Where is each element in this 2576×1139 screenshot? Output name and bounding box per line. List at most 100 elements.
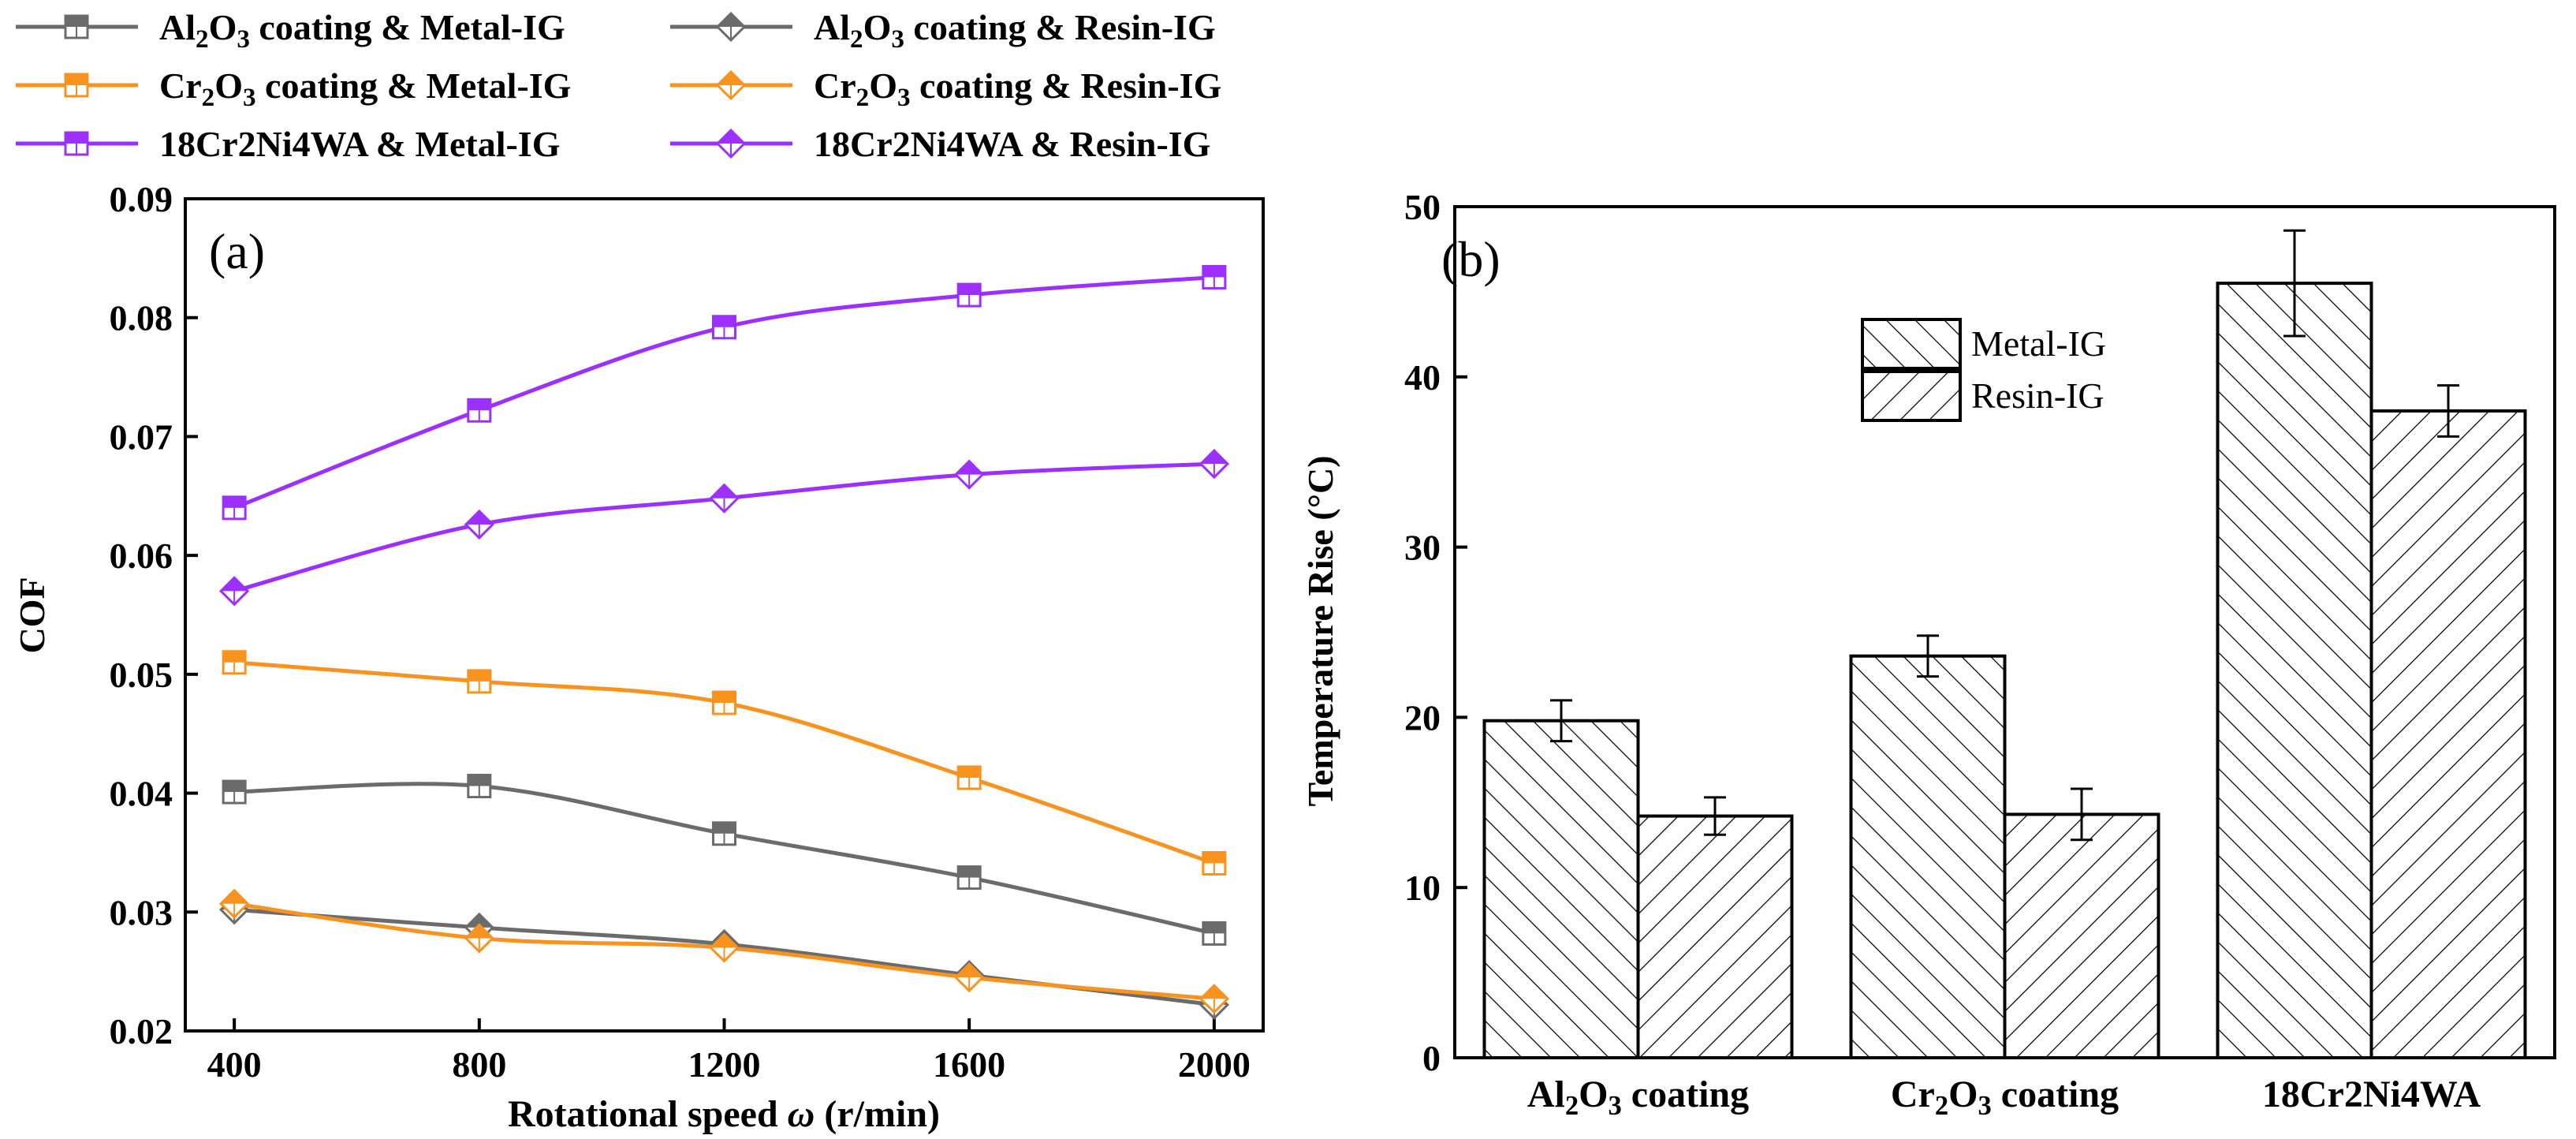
legend-swatch bbox=[1861, 370, 1962, 422]
y-tick-label: 0.09 bbox=[110, 179, 173, 219]
legend-entry: 18Cr2Ni4WA & Metal-IG bbox=[16, 124, 560, 164]
bar bbox=[1636, 814, 1794, 1059]
legend-entry: Metal-IG bbox=[1861, 318, 2106, 370]
legend-marker bbox=[64, 73, 89, 98]
bar-chart-panel-label: (b) bbox=[1441, 231, 1500, 287]
data-point-marker bbox=[1199, 448, 1229, 480]
x-axis-label-suffix: (r/min) bbox=[815, 1093, 940, 1135]
bar bbox=[2369, 409, 2527, 1059]
cof-line-chart: Al2O3 coating & Metal-IG Al2O3 coating & … bbox=[12, 7, 1265, 1135]
data-point-marker bbox=[1202, 264, 1227, 289]
x-tick-label: 1200 bbox=[688, 1044, 761, 1085]
data-point-marker bbox=[222, 495, 247, 521]
line-chart-y-axis-label: COF bbox=[12, 577, 52, 653]
series-line bbox=[233, 461, 1214, 593]
y-tick-label: 0.06 bbox=[110, 536, 173, 576]
line-chart-series bbox=[219, 264, 1229, 1020]
y-tick-label: 20 bbox=[1404, 697, 1441, 738]
line-chart-panel-label: (a) bbox=[209, 223, 265, 279]
legend-entry: Resin-IG bbox=[1861, 370, 2104, 422]
bar-chart-y-axis-label: Temperature Rise (°C) bbox=[1300, 455, 1340, 806]
y-tick-label: 0.05 bbox=[110, 655, 173, 695]
bar bbox=[2003, 812, 2160, 1059]
x-tick-label: 800 bbox=[452, 1044, 506, 1085]
y-tick-label: 0.03 bbox=[110, 892, 173, 932]
legend-marker bbox=[64, 14, 89, 39]
data-point-marker bbox=[467, 669, 492, 694]
y-tick-label: 50 bbox=[1404, 187, 1441, 227]
data-point-marker bbox=[467, 398, 492, 423]
data-point-marker bbox=[464, 923, 494, 954]
legend-label: 18Cr2Ni4WA & Metal-IG bbox=[159, 124, 560, 164]
data-point-marker bbox=[219, 888, 250, 919]
y-tick-label: 40 bbox=[1404, 357, 1441, 398]
legend-entry: Cr2O3 coating & Metal-IG bbox=[16, 65, 571, 112]
error-bar bbox=[2071, 787, 2093, 842]
line-chart-legend: Al2O3 coating & Metal-IG Al2O3 coating & … bbox=[16, 7, 1221, 164]
bar bbox=[2216, 282, 2373, 1059]
error-bar bbox=[2283, 229, 2306, 338]
legend-swatch bbox=[1861, 318, 1962, 370]
data-point-marker bbox=[1199, 984, 1229, 1014]
series-line bbox=[233, 274, 1215, 510]
legend-label: Al2O3 coating & Resin-IG bbox=[814, 7, 1216, 54]
data-point-marker bbox=[222, 650, 247, 675]
data-point-marker bbox=[956, 765, 982, 790]
error-bar bbox=[1550, 699, 1572, 743]
error-bar bbox=[1917, 634, 1939, 678]
y-tick-label: 0.07 bbox=[110, 416, 173, 457]
legend-entry: 18Cr2Ni4WA & Resin-IG bbox=[670, 124, 1210, 164]
y-tick-label: 0.04 bbox=[110, 774, 173, 814]
data-point-marker bbox=[956, 865, 982, 891]
x-category-label: Cr2O3 coating bbox=[1891, 1074, 2119, 1121]
bar-chart-plot-frame bbox=[1453, 205, 2556, 1059]
legend-label: Al2O3 coating & Metal-IG bbox=[159, 7, 565, 54]
legend-label: Cr2O3 coating & Metal-IG bbox=[159, 65, 571, 112]
bar-chart-axes: 0 10 20 30 40 50 Al2O3 coating Cr2O3 coating 18C… bbox=[1404, 187, 2481, 1121]
x-axis-label-prefix: Rotational speed bbox=[508, 1093, 788, 1135]
x-tick-label: 400 bbox=[207, 1044, 262, 1085]
error-bar bbox=[1704, 796, 1726, 836]
x-tick-label: 1600 bbox=[933, 1044, 1005, 1085]
legend-label: 18Cr2Ni4WA & Resin-IG bbox=[814, 124, 1210, 164]
legend-entry: Al2O3 coating & Metal-IG bbox=[16, 7, 565, 54]
data-point-marker bbox=[712, 315, 736, 340]
line-chart-plot-frame bbox=[184, 197, 1265, 1033]
data-point-marker bbox=[954, 962, 985, 993]
y-tick-label: 0 bbox=[1422, 1038, 1441, 1078]
data-point-marker bbox=[709, 932, 740, 963]
legend-entry: Cr2O3 coating & Resin-IG bbox=[670, 65, 1221, 112]
data-point-marker bbox=[712, 690, 736, 715]
y-tick-label: 30 bbox=[1404, 528, 1441, 568]
bar bbox=[1482, 719, 1640, 1059]
data-point-marker bbox=[222, 779, 247, 805]
x-category-label: 18Cr2Ni4WA bbox=[2262, 1074, 2481, 1115]
data-point-marker bbox=[1202, 921, 1227, 946]
legend-label: Cr2O3 coating & Resin-IG bbox=[814, 65, 1221, 112]
legend-label: Metal-IG bbox=[1971, 323, 2106, 364]
data-point-marker bbox=[219, 576, 250, 607]
data-point-marker bbox=[1202, 850, 1227, 876]
legend-label: Resin-IG bbox=[1971, 375, 2104, 416]
x-axis-label-variable: ω bbox=[788, 1093, 815, 1135]
y-tick-label: 0.02 bbox=[110, 1011, 173, 1051]
x-category-label: Al2O3 coating bbox=[1527, 1074, 1749, 1121]
bar-chart-legend: Metal-IG Resin-IG bbox=[1861, 318, 2106, 422]
line-chart-axes: 400 800 1200 1600 2000 0.02 0.03 0.04 0.05 0.06 0.… bbox=[110, 179, 1251, 1085]
legend-marker bbox=[715, 128, 747, 159]
data-point-marker bbox=[467, 774, 492, 799]
y-tick-label: 10 bbox=[1404, 868, 1441, 908]
legend-marker bbox=[715, 11, 747, 43]
x-tick-label: 2000 bbox=[1178, 1044, 1251, 1085]
data-point-marker bbox=[712, 821, 736, 846]
data-point-marker bbox=[954, 459, 985, 490]
y-tick-label: 0.08 bbox=[110, 298, 173, 338]
legend-entry: Al2O3 coating & Resin-IG bbox=[670, 7, 1216, 54]
line-chart-x-axis-label: Rotational speed ω (r/min) bbox=[508, 1093, 940, 1135]
bar bbox=[1849, 654, 2007, 1059]
bar-chart-bars bbox=[1482, 229, 2527, 1059]
error-bar bbox=[2437, 384, 2459, 438]
series-line bbox=[234, 782, 1215, 935]
temperature-bar-chart: 0 10 20 30 40 50 Al2O3 coating Cr2O3 coating 18C… bbox=[1300, 187, 2556, 1121]
